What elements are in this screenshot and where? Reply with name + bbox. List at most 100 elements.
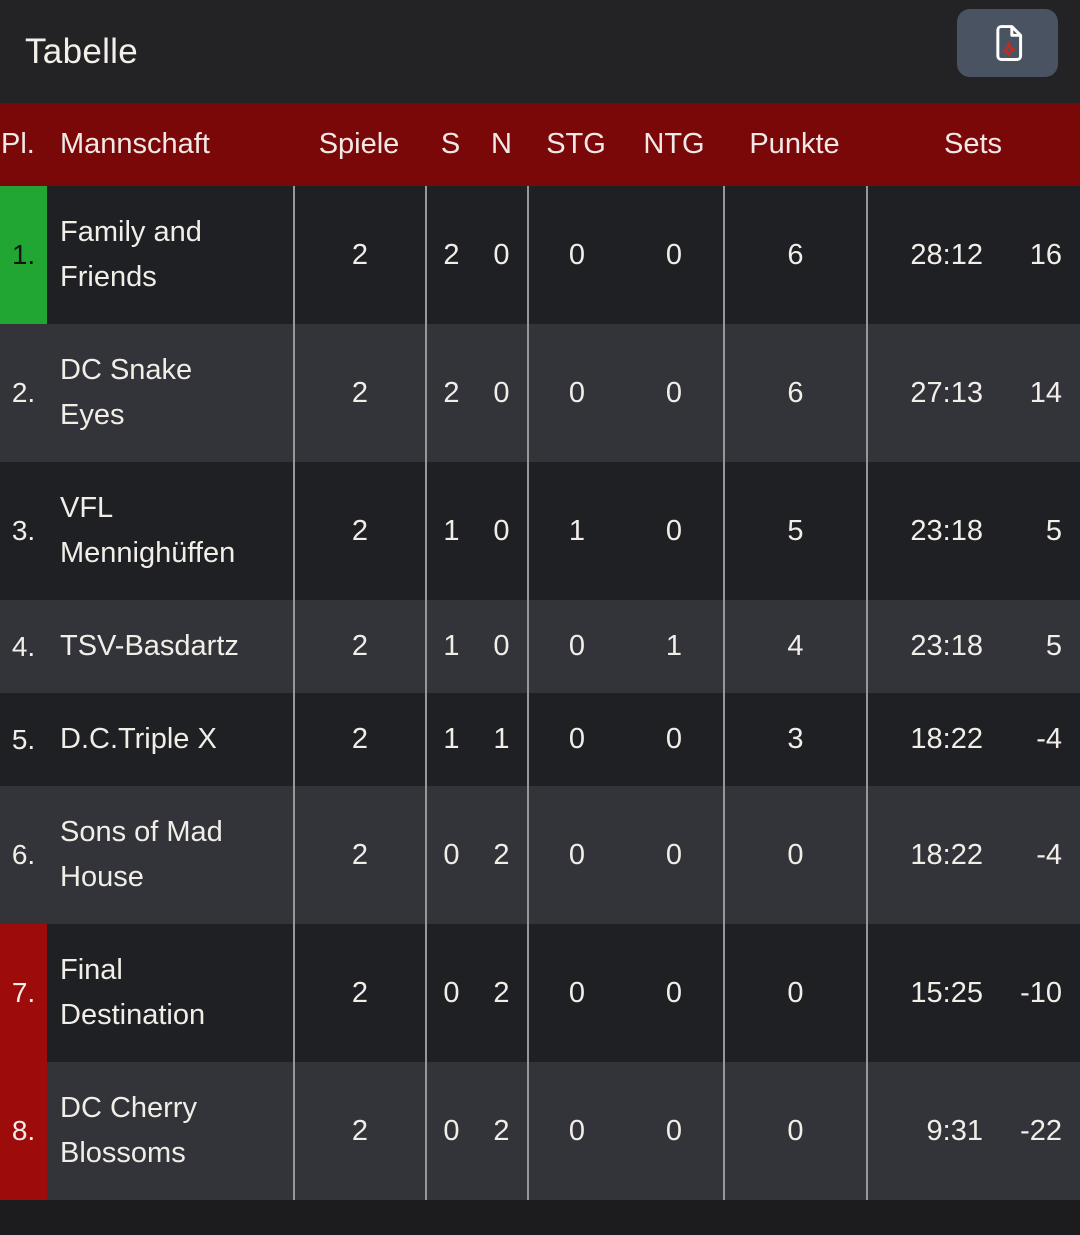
sets-score: 18:22 — [866, 693, 1000, 786]
wins: 2 — [425, 324, 476, 462]
table-row[interactable]: 2. DC Snake Eyes 2 2 0 0 0 6 27:13 14 — [0, 324, 1080, 462]
sets-difference: -4 — [1036, 838, 1062, 871]
position-cell: 2. — [11, 377, 36, 408]
tiebreak-losses: 0 — [665, 514, 683, 547]
table-header-row: Pl. Mannschaft Spiele S N STG NTG Punkte… — [0, 103, 1080, 186]
tiebreak-losses: 1 — [665, 630, 683, 662]
losses: 0 — [493, 514, 510, 547]
standings-table-body: 1. Family and Friends 2 2 0 0 0 6 28:12 … — [0, 186, 1080, 1200]
position-cell: 6. — [11, 839, 36, 870]
sets-difference: -22 — [1020, 1114, 1062, 1147]
points: 4 — [723, 600, 866, 693]
team-name: TSV-Basdartz — [60, 630, 239, 662]
sets-difference: -4 — [1036, 723, 1062, 755]
games-played: 2 — [293, 462, 425, 600]
points: 6 — [723, 324, 866, 462]
wins: 1 — [425, 462, 476, 600]
points: 3 — [723, 693, 866, 786]
title-bar: Tabelle — [0, 0, 1080, 103]
table-row[interactable]: 8. DC Cherry Blossoms 2 0 2 0 0 0 9:31 -… — [0, 1062, 1080, 1200]
tiebreak-losses: 0 — [665, 838, 683, 871]
column-header-stg: STG — [546, 128, 606, 160]
points: 0 — [723, 786, 866, 924]
losses: 0 — [493, 238, 510, 271]
position-cell: 3. — [11, 515, 36, 546]
sets-score: 28:12 — [866, 186, 1000, 324]
sets-difference: 5 — [1045, 514, 1062, 547]
sets-difference: -10 — [1020, 976, 1062, 1009]
tiebreak-wins: 0 — [527, 924, 625, 1062]
table-row[interactable]: 4. TSV-Basdartz 2 1 0 0 1 4 23:18 5 — [0, 600, 1080, 693]
column-header-wins: S — [440, 128, 461, 160]
team-name: DC Snake Eyes — [60, 354, 193, 431]
sets-difference: 14 — [1029, 376, 1062, 409]
wins: 0 — [425, 924, 476, 1062]
games-played: 2 — [293, 324, 425, 462]
table-row[interactable]: 1. Family and Friends 2 2 0 0 0 6 28:12 … — [0, 186, 1080, 324]
points: 6 — [723, 186, 866, 324]
column-header-pl: Pl. — [1, 128, 35, 160]
wins: 1 — [425, 600, 476, 693]
page-title: Tabelle — [25, 31, 139, 71]
sets-score: 23:18 — [866, 600, 1000, 693]
losses: 0 — [493, 376, 510, 409]
position-cell: 1. — [0, 186, 47, 324]
tiebreak-wins: 0 — [527, 186, 625, 324]
team-name: VFL Mennighüffen — [60, 492, 236, 569]
sets-score: 27:13 — [866, 324, 1000, 462]
losses: 2 — [493, 838, 510, 871]
column-header-sets: Sets — [943, 128, 1003, 160]
sets-score: 9:31 — [866, 1062, 1000, 1200]
wins: 1 — [425, 693, 476, 786]
losses: 1 — [493, 723, 510, 755]
tiebreak-wins: 0 — [527, 693, 625, 786]
points: 0 — [723, 1062, 866, 1200]
table-row[interactable]: 6. Sons of Mad House 2 0 2 0 0 0 18:22 -… — [0, 786, 1080, 924]
tiebreak-wins: 1 — [527, 462, 625, 600]
tiebreak-losses: 0 — [665, 376, 683, 409]
games-played: 2 — [293, 1062, 425, 1200]
games-played: 2 — [293, 786, 425, 924]
position-cell: 5. — [11, 723, 36, 755]
sets-score: 15:25 — [866, 924, 1000, 1062]
pdf-file-icon — [987, 20, 1029, 66]
games-played: 2 — [293, 600, 425, 693]
tiebreak-losses: 0 — [665, 1114, 683, 1147]
sets-difference: 5 — [1045, 630, 1062, 662]
sets-score: 18:22 — [866, 786, 1000, 924]
wins: 0 — [425, 786, 476, 924]
losses: 0 — [493, 630, 510, 662]
team-name: Family and Friends — [60, 216, 202, 293]
column-header-points: Punkte — [749, 128, 840, 160]
position-cell: 4. — [11, 630, 36, 662]
tiebreak-wins: 0 — [527, 324, 625, 462]
position-cell: 7. — [0, 924, 47, 1062]
table-row[interactable]: 3. VFL Mennighüffen 2 1 0 1 0 5 23:18 5 — [0, 462, 1080, 600]
tiebreak-wins: 0 — [527, 600, 625, 693]
tiebreak-wins: 0 — [527, 786, 625, 924]
tiebreak-wins: 0 — [527, 1062, 625, 1200]
team-name: Final Destination — [60, 954, 206, 1031]
position-cell: 8. — [0, 1062, 47, 1200]
games-played: 2 — [293, 186, 425, 324]
column-header-ntg: NTG — [643, 128, 705, 160]
pdf-export-button[interactable] — [957, 9, 1058, 77]
team-name: DC Cherry Blossoms — [60, 1092, 197, 1169]
wins: 0 — [425, 1062, 476, 1200]
tiebreak-losses: 0 — [665, 238, 683, 271]
sets-score: 23:18 — [866, 462, 1000, 600]
bottom-bar — [0, 1200, 1080, 1235]
column-header-losses: N — [491, 128, 512, 160]
losses: 2 — [493, 976, 510, 1009]
wins: 2 — [425, 186, 476, 324]
games-played: 2 — [293, 693, 425, 786]
losses: 2 — [493, 1114, 510, 1147]
team-name: D.C.Triple X — [60, 723, 217, 755]
column-header-team: Mannschaft — [60, 128, 210, 160]
tiebreak-losses: 0 — [665, 976, 683, 1009]
sets-difference: 16 — [1029, 238, 1062, 271]
games-played: 2 — [293, 924, 425, 1062]
table-row[interactable]: 5. D.C.Triple X 2 1 1 0 0 3 18:22 -4 — [0, 693, 1080, 786]
table-row[interactable]: 7. Final Destination 2 0 2 0 0 0 15:25 -… — [0, 924, 1080, 1062]
points: 5 — [723, 462, 866, 600]
